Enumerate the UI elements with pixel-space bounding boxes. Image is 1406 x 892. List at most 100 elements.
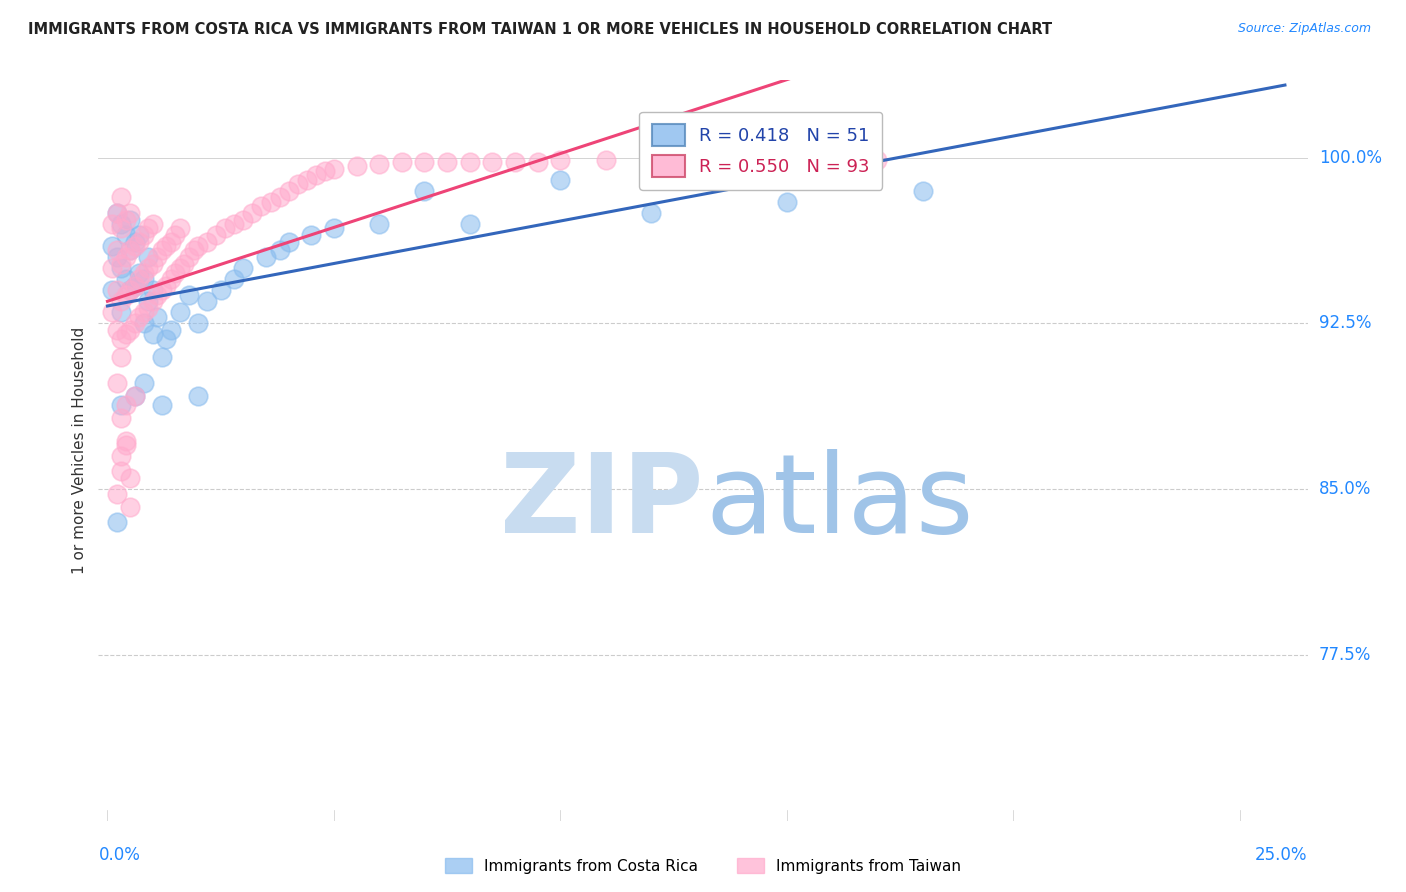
- Point: [242, 206, 264, 220]
- Point: [136, 250, 159, 264]
- Point: [314, 164, 336, 178]
- Point: [287, 177, 309, 191]
- Point: [128, 227, 150, 242]
- Point: [150, 398, 173, 412]
- Point: [205, 227, 228, 242]
- Point: [165, 266, 187, 280]
- Point: [105, 323, 128, 337]
- Point: [595, 153, 617, 167]
- Point: [183, 244, 205, 258]
- Point: [124, 278, 146, 293]
- Point: [120, 283, 142, 297]
- Point: [120, 212, 142, 227]
- Point: [254, 250, 277, 264]
- Point: [232, 261, 254, 276]
- Point: [155, 278, 177, 293]
- Point: [177, 287, 200, 301]
- Point: [436, 155, 458, 169]
- Point: [136, 261, 159, 276]
- Point: [101, 305, 124, 319]
- Point: [155, 332, 177, 346]
- Point: [526, 155, 548, 169]
- Point: [322, 161, 344, 176]
- Point: [105, 376, 128, 390]
- Point: [136, 294, 159, 309]
- Point: [169, 221, 191, 235]
- Point: [101, 283, 124, 297]
- Point: [232, 212, 254, 227]
- Legend: Immigrants from Costa Rica, Immigrants from Taiwan: Immigrants from Costa Rica, Immigrants f…: [439, 852, 967, 880]
- Point: [187, 317, 209, 331]
- Point: [146, 287, 169, 301]
- Point: [124, 239, 146, 253]
- Point: [503, 155, 526, 169]
- Point: [132, 305, 155, 319]
- Text: ZIP: ZIP: [499, 449, 703, 556]
- Point: [150, 283, 173, 297]
- Point: [114, 227, 136, 242]
- Point: [295, 172, 318, 186]
- Point: [114, 287, 136, 301]
- Point: [209, 283, 232, 297]
- Point: [911, 184, 934, 198]
- Point: [105, 283, 128, 297]
- Point: [132, 266, 155, 280]
- Point: [128, 272, 150, 286]
- Point: [101, 217, 124, 231]
- Text: IMMIGRANTS FROM COSTA RICA VS IMMIGRANTS FROM TAIWAN 1 OR MORE VEHICLES IN HOUSE: IMMIGRANTS FROM COSTA RICA VS IMMIGRANTS…: [28, 22, 1052, 37]
- Point: [114, 250, 136, 264]
- Point: [114, 434, 136, 448]
- Point: [132, 272, 155, 286]
- Point: [124, 317, 146, 331]
- Point: [142, 283, 165, 297]
- Point: [142, 217, 165, 231]
- Point: [214, 221, 236, 235]
- Point: [150, 350, 173, 364]
- Point: [550, 172, 572, 186]
- Point: [110, 257, 132, 271]
- Point: [110, 350, 132, 364]
- Point: [110, 465, 132, 479]
- Point: [110, 221, 132, 235]
- Point: [128, 266, 150, 280]
- Point: [277, 235, 299, 249]
- Point: [224, 217, 246, 231]
- Point: [368, 217, 391, 231]
- Point: [481, 155, 503, 169]
- Point: [124, 235, 146, 249]
- Point: [391, 155, 413, 169]
- Point: [110, 261, 132, 276]
- Point: [120, 471, 142, 485]
- Point: [305, 169, 328, 183]
- Point: [160, 323, 183, 337]
- Text: 92.5%: 92.5%: [1319, 314, 1371, 333]
- Point: [110, 190, 132, 204]
- Point: [458, 155, 481, 169]
- Point: [136, 221, 159, 235]
- Point: [866, 153, 889, 167]
- Point: [120, 323, 142, 337]
- Point: [110, 411, 132, 425]
- Point: [105, 206, 128, 220]
- Point: [105, 516, 128, 530]
- Point: [105, 244, 128, 258]
- Point: [150, 244, 173, 258]
- Point: [169, 305, 191, 319]
- Point: [299, 227, 322, 242]
- Point: [132, 317, 155, 331]
- Point: [195, 294, 218, 309]
- Point: [155, 239, 177, 253]
- Point: [136, 301, 159, 315]
- Point: [142, 327, 165, 342]
- Point: [114, 212, 136, 227]
- Point: [114, 327, 136, 342]
- Text: Source: ZipAtlas.com: Source: ZipAtlas.com: [1237, 22, 1371, 36]
- Text: 77.5%: 77.5%: [1319, 646, 1371, 664]
- Point: [685, 153, 707, 167]
- Point: [110, 217, 132, 231]
- Point: [105, 206, 128, 220]
- Point: [110, 305, 132, 319]
- Point: [250, 199, 273, 213]
- Point: [146, 250, 169, 264]
- Point: [114, 398, 136, 412]
